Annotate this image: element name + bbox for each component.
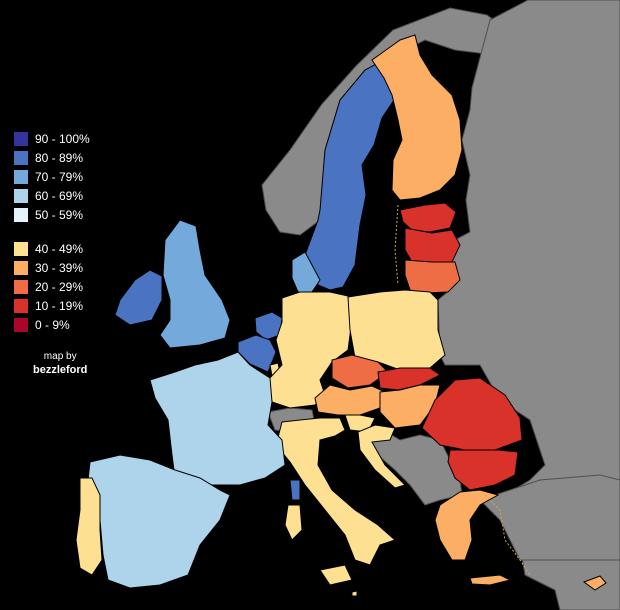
legend-label: 40 - 49% (35, 242, 84, 256)
baltic-dotted-border (394, 204, 399, 286)
slovakia-region (377, 367, 441, 391)
corsica-region (289, 479, 301, 501)
finland-region (371, 34, 463, 201)
legend-swatch (14, 189, 28, 203)
estonia-region (399, 202, 457, 233)
cyprus-region (582, 575, 607, 591)
legend-swatch (14, 318, 28, 332)
croatia-region (357, 424, 406, 489)
legend-label: 60 - 69% (35, 189, 84, 203)
bulgaria-region (447, 449, 519, 491)
legend-swatch (14, 208, 28, 222)
legend-label: 10 - 19% (35, 299, 84, 313)
legend-label: 30 - 39% (35, 261, 84, 275)
legend-label: 50 - 59% (35, 208, 84, 222)
legend-swatch (14, 132, 28, 146)
non-member-regions (261, 0, 620, 610)
united-kingdom-region (159, 219, 231, 349)
legend-label: 20 - 29% (35, 280, 84, 294)
legend-swatch (14, 170, 28, 184)
legend-swatch (14, 151, 28, 165)
legend-label: 80 - 89% (35, 151, 84, 165)
austria-region (314, 384, 386, 416)
sardinia-region (284, 504, 303, 541)
lithuania-region (404, 259, 461, 294)
legend-swatch (14, 299, 28, 313)
denmark-region (291, 251, 321, 293)
map-credit: map by bezzleford (33, 350, 87, 377)
sweden-region (304, 54, 397, 291)
crete-region (469, 574, 512, 586)
portugal-region (75, 477, 103, 576)
legend-swatch (14, 280, 28, 294)
legend-swatch (14, 261, 28, 275)
legend-label: 70 - 79% (35, 170, 84, 184)
legend-label: 0 - 9% (35, 318, 70, 332)
russia-region (437, 0, 620, 610)
legend-swatch (14, 242, 28, 256)
greece-region (434, 489, 500, 561)
maritime-borders (394, 204, 531, 576)
member-states (75, 34, 607, 597)
credit-author: bezzleford (33, 364, 88, 376)
italy-region (275, 417, 396, 566)
legend-label: 90 - 100% (35, 132, 90, 146)
romania-region (421, 377, 523, 451)
sicily-region (319, 564, 353, 586)
france-region (149, 351, 286, 486)
ireland-region (114, 269, 163, 326)
turkey-region (479, 474, 620, 561)
malta-region (351, 590, 358, 597)
latvia-region (404, 227, 461, 263)
credit-line-1: map by (43, 351, 77, 362)
